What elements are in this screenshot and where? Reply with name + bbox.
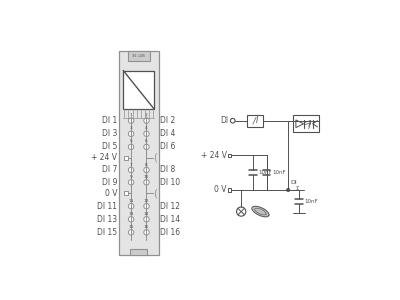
Text: 4: 4 xyxy=(145,126,148,130)
Text: 2: 2 xyxy=(145,113,148,117)
Text: 10nF: 10nF xyxy=(272,170,286,175)
Text: DI 2: DI 2 xyxy=(160,116,176,125)
Text: $\Sigma$: $\Sigma$ xyxy=(295,184,300,193)
Text: 6: 6 xyxy=(145,140,148,143)
Text: 3: 3 xyxy=(130,126,132,130)
Circle shape xyxy=(128,203,134,209)
Circle shape xyxy=(144,203,149,209)
Text: + 24 V: + 24 V xyxy=(91,153,117,162)
Text: 7: 7 xyxy=(130,163,132,167)
Text: 12: 12 xyxy=(144,199,149,203)
Text: + 24 V: + 24 V xyxy=(200,151,226,160)
Text: DI 9: DI 9 xyxy=(102,178,117,187)
Circle shape xyxy=(144,217,149,222)
Text: DI 15: DI 15 xyxy=(97,228,117,237)
Text: DI 10: DI 10 xyxy=(160,178,180,187)
Text: DI 6: DI 6 xyxy=(160,142,176,152)
Circle shape xyxy=(128,131,134,136)
Text: DI 7: DI 7 xyxy=(102,166,117,175)
Text: 8: 8 xyxy=(145,163,148,167)
Text: 0 V: 0 V xyxy=(214,185,226,194)
Circle shape xyxy=(144,230,149,235)
Circle shape xyxy=(144,144,149,150)
Bar xyxy=(228,188,231,191)
Bar xyxy=(123,70,154,109)
Bar xyxy=(228,154,231,157)
Text: 10nF: 10nF xyxy=(258,170,272,175)
Text: DI 3: DI 3 xyxy=(102,129,117,138)
Circle shape xyxy=(144,118,149,123)
Circle shape xyxy=(144,167,149,173)
Text: 10nF: 10nF xyxy=(304,199,318,204)
Text: 750-1405: 750-1405 xyxy=(132,54,146,58)
Text: DI: DI xyxy=(220,116,228,125)
Bar xyxy=(128,51,150,61)
Bar xyxy=(247,115,263,127)
Circle shape xyxy=(128,167,134,173)
Circle shape xyxy=(128,144,134,150)
Text: 11: 11 xyxy=(128,199,134,203)
Text: 9: 9 xyxy=(130,175,132,179)
Text: DI 12: DI 12 xyxy=(160,202,180,211)
Text: /: / xyxy=(253,116,256,125)
Text: 0 V: 0 V xyxy=(105,189,117,198)
Circle shape xyxy=(286,188,290,192)
Text: 10: 10 xyxy=(144,175,149,179)
Circle shape xyxy=(236,207,246,216)
Circle shape xyxy=(128,217,134,222)
Text: DI 1: DI 1 xyxy=(102,116,117,125)
Text: 14: 14 xyxy=(144,212,149,216)
Circle shape xyxy=(128,118,134,123)
Circle shape xyxy=(128,180,134,185)
Circle shape xyxy=(144,180,149,185)
Text: (: ( xyxy=(153,153,156,163)
Bar xyxy=(293,115,319,132)
Text: 1: 1 xyxy=(130,113,132,117)
Text: DI 13: DI 13 xyxy=(97,215,117,224)
Circle shape xyxy=(230,118,235,123)
Circle shape xyxy=(128,230,134,235)
Text: DI 11: DI 11 xyxy=(97,202,117,211)
Bar xyxy=(119,51,159,256)
Text: DI 8: DI 8 xyxy=(160,166,176,175)
Bar xyxy=(130,249,147,256)
Circle shape xyxy=(144,131,149,136)
Text: 13: 13 xyxy=(128,212,134,216)
Text: (: ( xyxy=(153,188,156,198)
Text: DI 4: DI 4 xyxy=(160,129,176,138)
Text: 16: 16 xyxy=(144,225,149,229)
Text: 15: 15 xyxy=(128,225,134,229)
Text: DI 16: DI 16 xyxy=(160,228,180,237)
Text: DI 5: DI 5 xyxy=(102,142,117,152)
Text: 5: 5 xyxy=(130,140,132,143)
Bar xyxy=(124,156,128,160)
Bar xyxy=(124,191,128,195)
Polygon shape xyxy=(252,206,269,217)
Text: I: I xyxy=(256,116,258,125)
Text: DI: DI xyxy=(290,180,297,185)
Text: DI 14: DI 14 xyxy=(160,215,180,224)
